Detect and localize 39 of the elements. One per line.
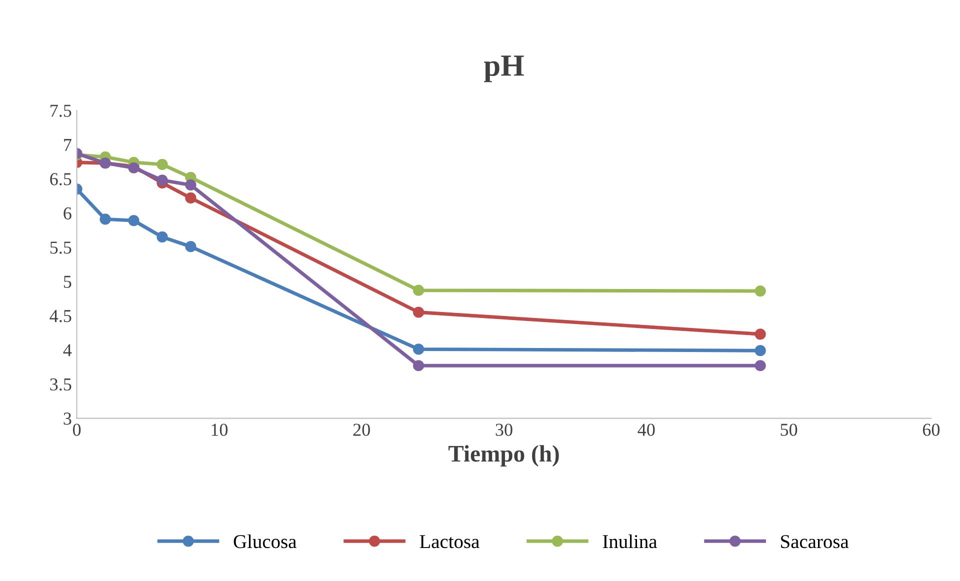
point bbox=[754, 328, 766, 340]
x-tick-label: 20 bbox=[353, 424, 370, 436]
point bbox=[156, 158, 168, 170]
x-tick-label: 10 bbox=[212, 424, 228, 436]
chart-title: pH bbox=[484, 56, 524, 82]
y-tick-label: 4 bbox=[63, 344, 72, 356]
y-tick-label: 7 bbox=[64, 139, 72, 151]
legend-label: Sacarosa bbox=[781, 535, 849, 548]
x-tick-label: 0 bbox=[72, 424, 81, 436]
y-tick-label: 3 bbox=[64, 412, 72, 425]
legend-label: Lactosa bbox=[420, 535, 480, 548]
y-tick-label: 3.5 bbox=[50, 378, 72, 391]
point bbox=[128, 215, 140, 226]
point bbox=[185, 179, 196, 191]
point bbox=[156, 174, 168, 186]
legend-label: Inulina bbox=[602, 534, 658, 548]
y-tick-label: 5 bbox=[64, 276, 72, 288]
legend-label: Glucosa bbox=[234, 534, 296, 548]
point bbox=[100, 214, 111, 225]
x-tick-label: 50 bbox=[780, 424, 798, 436]
point bbox=[754, 360, 766, 372]
y-tick-label: 6.5 bbox=[50, 173, 72, 186]
x-tick-label: 30 bbox=[496, 424, 512, 436]
point bbox=[156, 231, 168, 243]
y-tick-label: 5.5 bbox=[50, 242, 72, 254]
y-tick-label: 6 bbox=[64, 207, 72, 220]
point bbox=[754, 345, 766, 356]
point bbox=[185, 241, 196, 252]
point bbox=[413, 344, 424, 355]
x-axis-title: Tiempo (h) bbox=[448, 445, 559, 467]
x-tick-label: 60 bbox=[922, 424, 940, 436]
point bbox=[754, 285, 766, 297]
y-tick-label: 4.5 bbox=[50, 310, 72, 322]
x-tick-label: 40 bbox=[638, 424, 655, 436]
point bbox=[413, 360, 424, 372]
y-tick-label: 7.5 bbox=[50, 104, 72, 117]
point bbox=[185, 192, 196, 204]
point bbox=[413, 306, 424, 318]
point bbox=[413, 284, 424, 296]
